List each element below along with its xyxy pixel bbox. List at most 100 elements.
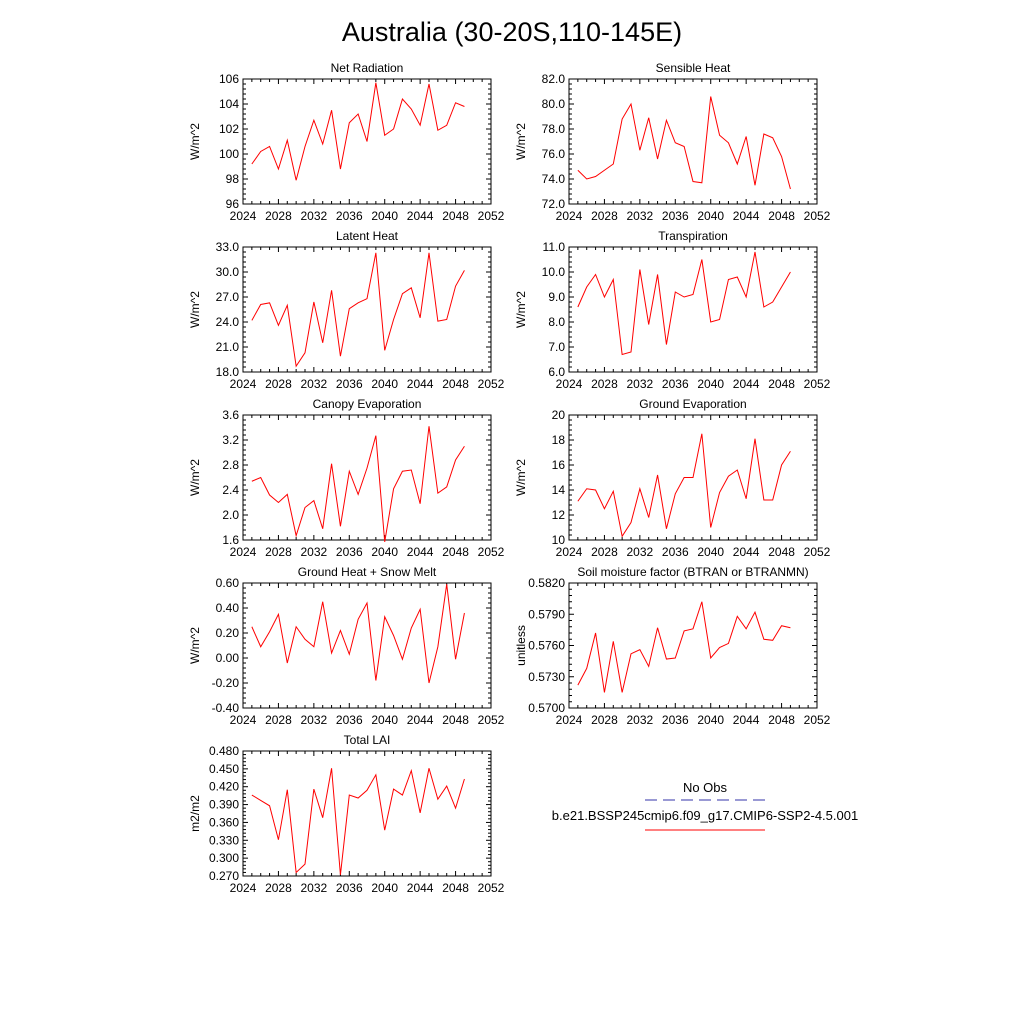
y-tick-label: 72.0	[542, 197, 566, 211]
panel-net-radiation: Net Radiation W/m^2 2024 2028 2032 2036 2040 20…	[188, 61, 505, 223]
x-tick-label: 2032	[301, 377, 328, 391]
x-tick-label: 2024	[230, 377, 257, 391]
x-tick-label: 2048	[768, 209, 795, 223]
x-tick-label: 2036	[336, 545, 363, 559]
x-tick-label: 2044	[407, 377, 434, 391]
x-tick-label: 2040	[697, 377, 724, 391]
panels-group: Net Radiation W/m^2 2024 2028 2032 2036 2040 20…	[188, 61, 831, 895]
x-tick-label: 2028	[591, 377, 618, 391]
y-tick-label: 0.40	[216, 601, 240, 615]
panel-canopy-evaporation: Canopy Evaporation W/m^2 2024 2028 2032 2036 2…	[188, 397, 505, 559]
y-tick-label: 11.0	[543, 240, 566, 254]
legend: No Obs b.e21.BSSP245cmip6.f09_g17.CMIP6-…	[552, 780, 858, 831]
x-tick-label: 2036	[662, 713, 689, 727]
panel-title: Transpiration	[658, 229, 728, 243]
x-tick-label: 2040	[371, 881, 398, 895]
y-tick-label: 7.0	[548, 340, 565, 354]
y-tick-label: 24.0	[216, 315, 240, 329]
series-line-canopy-evaporation	[251, 426, 465, 542]
y-tick-label: 30.0	[216, 265, 240, 279]
x-tick-label: 2036	[662, 377, 689, 391]
y-tick-label: 0.450	[209, 762, 239, 776]
y-tick-label: 0.270	[209, 869, 239, 883]
y-axis-label: W/m^2	[188, 123, 202, 160]
series-line-soil-moisture-factor-btran-or-btranmn	[577, 601, 791, 693]
x-tick-label: 2040	[371, 209, 398, 223]
y-tick-label: 0.5790	[528, 607, 565, 621]
x-tick-label: 2036	[336, 881, 363, 895]
y-tick-label: 27.0	[216, 290, 240, 304]
panel-transpiration: Transpiration W/m^2 2024 2028 2032 2036 2040 20…	[514, 229, 831, 391]
series-line-sensible-heat	[577, 96, 791, 190]
x-tick-label: 2024	[556, 713, 583, 727]
y-axis-label: W/m^2	[514, 459, 528, 496]
y-tick-label: -0.40	[212, 701, 240, 715]
y-tick-label: 0.5700	[528, 701, 565, 715]
x-tick-label: 2052	[804, 377, 831, 391]
y-axis-label: W/m^2	[188, 627, 202, 664]
y-tick-label: 18	[552, 433, 566, 447]
x-tick-label: 2036	[336, 209, 363, 223]
y-tick-label: 76.0	[542, 147, 566, 161]
y-tick-label: -0.20	[212, 676, 240, 690]
series-line-transpiration	[577, 251, 791, 356]
y-tick-label: 3.2	[222, 433, 239, 447]
x-tick-label: 2052	[804, 545, 831, 559]
panel-title: Net Radiation	[331, 61, 404, 75]
x-tick-label: 2052	[478, 545, 505, 559]
panel-title: Soil moisture factor (BTRAN or BTRANMN)	[577, 565, 808, 579]
x-tick-label: 2032	[627, 377, 654, 391]
y-tick-label: 0.420	[209, 780, 239, 794]
x-tick-label: 2040	[697, 713, 724, 727]
x-tick-label: 2048	[768, 377, 795, 391]
y-tick-label: 74.0	[542, 172, 566, 186]
x-tick-label: 2052	[804, 209, 831, 223]
y-axis-label: W/m^2	[514, 291, 528, 328]
x-tick-label: 2044	[733, 377, 760, 391]
x-tick-label: 2032	[627, 713, 654, 727]
panel-latent-heat: Latent Heat W/m^2 2024 2028 2032 2036 2040 2044…	[188, 229, 505, 391]
y-tick-label: 6.0	[548, 365, 565, 379]
y-axis-label: W/m^2	[188, 291, 202, 328]
y-tick-label: 96	[226, 197, 240, 211]
x-tick-label: 2028	[265, 713, 292, 727]
x-tick-label: 2040	[371, 377, 398, 391]
y-tick-label: 0.5730	[528, 670, 565, 684]
y-tick-label: 102	[219, 122, 239, 136]
y-tick-label: 98	[226, 172, 240, 186]
x-tick-label: 2024	[556, 377, 583, 391]
x-tick-label: 2024	[556, 545, 583, 559]
x-tick-label: 2024	[230, 209, 257, 223]
series-line-latent-heat	[251, 252, 465, 368]
x-tick-label: 2048	[768, 545, 795, 559]
x-tick-label: 2052	[478, 209, 505, 223]
y-tick-label: 8.0	[548, 315, 565, 329]
x-tick-label: 2024	[230, 545, 257, 559]
y-tick-label: 0.20	[216, 626, 240, 640]
x-tick-label: 2044	[407, 209, 434, 223]
x-tick-label: 2040	[697, 545, 724, 559]
y-tick-label: 0.5820	[528, 576, 565, 590]
y-tick-label: 2.0	[222, 508, 239, 522]
y-tick-label: 82.0	[542, 72, 566, 86]
y-tick-label: 21.0	[216, 340, 240, 354]
y-axis-label: W/m^2	[188, 459, 202, 496]
panel-title: Ground Heat + Snow Melt	[298, 565, 437, 579]
y-tick-label: 14	[552, 483, 566, 497]
x-tick-label: 2040	[371, 545, 398, 559]
x-tick-label: 2024	[230, 881, 257, 895]
y-tick-label: 0.00	[216, 651, 240, 665]
legend-obs-label: No Obs	[683, 780, 728, 795]
y-tick-label: 0.300	[209, 851, 239, 865]
y-tick-label: 0.60	[216, 576, 240, 590]
y-tick-label: 20	[552, 408, 566, 422]
x-tick-label: 2028	[591, 209, 618, 223]
y-tick-label: 2.4	[222, 483, 239, 497]
y-tick-label: 104	[219, 97, 239, 111]
x-tick-label: 2048	[442, 209, 469, 223]
panel-ground-heat-snow-melt: Ground Heat + Snow Melt W/m^2 2024 2028 2032…	[188, 565, 505, 727]
panel-title: Latent Heat	[336, 229, 399, 243]
y-tick-label: 18.0	[216, 365, 240, 379]
x-tick-label: 2024	[230, 713, 257, 727]
